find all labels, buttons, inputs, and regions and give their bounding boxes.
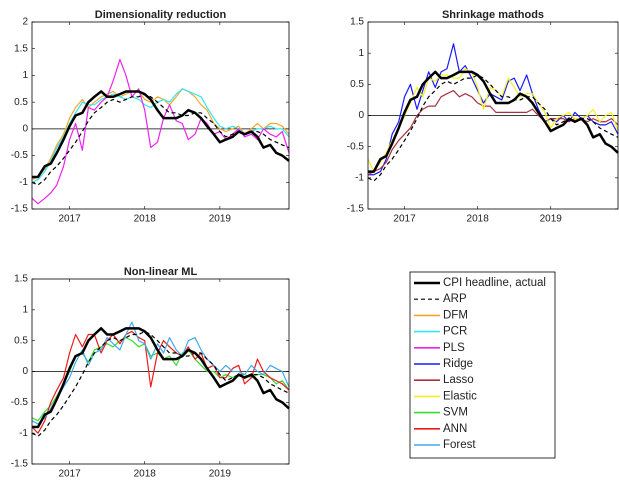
y-tick-label: 1 <box>22 304 28 315</box>
y-tick-label: -1 <box>355 172 364 183</box>
chart-title: Non-linear ML <box>124 266 198 278</box>
y-tick-label: 1 <box>22 70 28 81</box>
y-tick-label: 2 <box>22 17 28 28</box>
x-tick-label: 2019 <box>209 469 232 480</box>
y-tick-label: 1.5 <box>14 43 28 54</box>
series-line <box>31 93 290 186</box>
series-line <box>367 74 619 182</box>
series-line <box>31 330 290 434</box>
legend-label: PCR <box>443 326 467 338</box>
y-tick-label: 0.5 <box>14 97 28 108</box>
chart-title: Shrinkage mathods <box>442 9 544 21</box>
legend-label: DFM <box>443 309 468 321</box>
chart-title: Dimensionality reduction <box>95 9 227 21</box>
legend-label: Ridge <box>443 358 473 370</box>
series-line <box>31 321 290 425</box>
y-tick-label: 1.5 <box>14 274 28 285</box>
y-tick-label: -1 <box>19 177 28 188</box>
y-tick-label: 0 <box>22 366 28 377</box>
y-tick-label: 0 <box>358 110 364 121</box>
series-line <box>31 58 290 205</box>
legend-label: ARP <box>443 293 467 305</box>
x-tick-label: 2019 <box>540 214 563 225</box>
y-tick-label: -0.5 <box>11 150 29 161</box>
legend-box <box>409 271 556 459</box>
y-tick-label: -1.5 <box>11 459 29 470</box>
series-line <box>32 327 290 429</box>
y-tick-label: -1.5 <box>11 204 29 215</box>
y-tick-label: -1.5 <box>347 204 365 215</box>
legend-label: Elastic <box>443 390 477 402</box>
y-tick-label: 1.5 <box>350 17 364 28</box>
legend-label: Forest <box>443 439 476 451</box>
x-tick-label: 2019 <box>209 214 232 225</box>
legend-label: SVM <box>443 407 468 419</box>
x-tick-label: 2018 <box>467 214 490 225</box>
x-tick-label: 2017 <box>58 214 81 225</box>
legend-label: CPI headline, actual <box>443 277 546 289</box>
y-tick-label: 0 <box>22 123 28 134</box>
x-tick-label: 2017 <box>393 214 416 225</box>
series-line <box>368 43 619 176</box>
x-tick-label: 2018 <box>134 469 157 480</box>
axes-frame <box>367 21 619 210</box>
y-tick-label: 0.5 <box>350 79 364 90</box>
y-tick-label: -0.5 <box>11 397 29 408</box>
y-tick-label: 1 <box>358 48 364 59</box>
axes-frame <box>31 278 290 465</box>
legend-label: Lasso <box>443 374 474 386</box>
y-tick-label: 0.5 <box>14 335 28 346</box>
series-line <box>367 68 619 173</box>
legend-label: ANN <box>443 423 467 435</box>
y-tick-label: -0.5 <box>347 141 365 152</box>
axes-frame <box>31 21 290 210</box>
x-tick-label: 2018 <box>134 214 157 225</box>
y-tick-label: -1 <box>19 428 28 439</box>
x-tick-label: 2017 <box>58 469 81 480</box>
legend-label: PLS <box>443 342 465 354</box>
